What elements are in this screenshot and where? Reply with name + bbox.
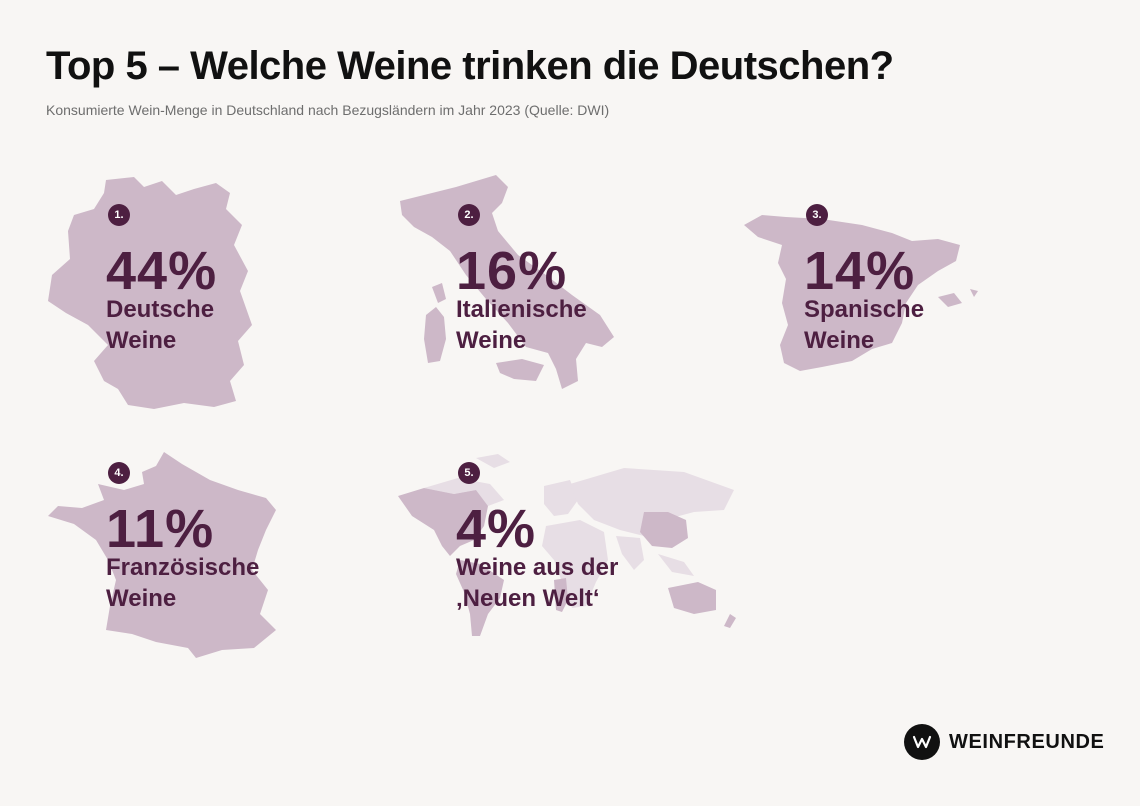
france-map-icon <box>48 452 276 658</box>
percentage-value: 14% <box>804 241 916 301</box>
ranking-card-2: 2. 16% Italienische Weine <box>396 175 696 425</box>
spain-map-icon <box>744 215 978 371</box>
world-map-icon <box>398 454 736 636</box>
percentage-value: 11% <box>106 499 215 559</box>
rank-badge: 1. <box>108 204 130 226</box>
ranking-card-3: 3. 14% Spanische Weine <box>742 175 1042 425</box>
percentage-value: 16% <box>456 241 568 301</box>
weinfreunde-logo-icon <box>904 724 940 760</box>
ranking-card-5: 5. 4% Weine aus der ‚Neuen Welt‘ <box>394 450 736 700</box>
wine-category-label: Deutsche Weine <box>106 296 215 354</box>
brand-name: WEINFREUNDE <box>949 730 1105 753</box>
ranking-card-1: 1. 44% Deutsche Weine <box>44 175 344 425</box>
germany-map-icon <box>48 177 252 409</box>
page-title: Top 5 – Welche Weine trinken die Deutsch… <box>46 44 894 88</box>
ranking-card-4: 4. 11% Französische Weine <box>44 450 344 700</box>
rank-badge: 4. <box>108 462 130 484</box>
percentage-value: 44% <box>106 241 218 301</box>
wine-category-label: Italienische Weine <box>456 296 587 354</box>
rank-badge: 2. <box>458 204 480 226</box>
brand-logo: WEINFREUNDE <box>904 724 1105 760</box>
percentage-value: 4% <box>456 499 537 559</box>
wine-category-label: Weine aus der ‚Neuen Welt‘ <box>456 554 619 612</box>
italy-map-icon <box>400 175 614 389</box>
rank-badge: 3. <box>806 204 828 226</box>
page-subtitle: Konsumierte Wein-Menge in Deutschland na… <box>46 102 610 118</box>
wine-category-label: Spanische Weine <box>804 296 925 354</box>
rank-badge: 5. <box>458 462 480 484</box>
wine-category-label: Französische Weine <box>106 554 260 612</box>
